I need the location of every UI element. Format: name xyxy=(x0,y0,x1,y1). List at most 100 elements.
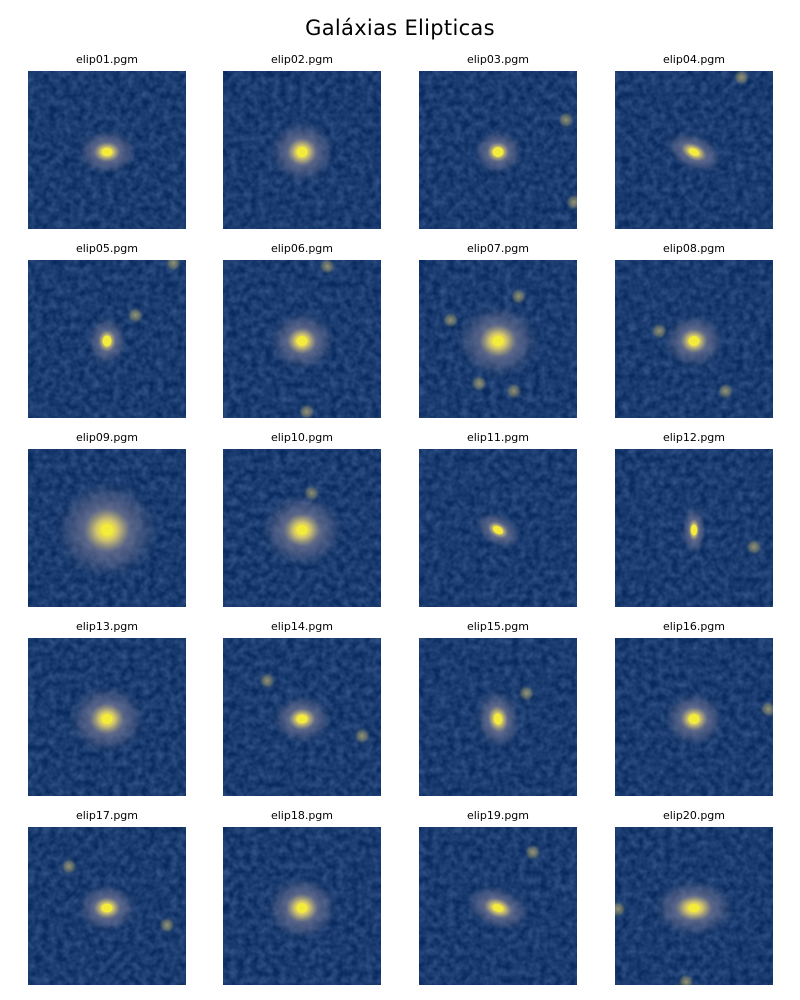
panel-title: elip15.pgm xyxy=(466,620,530,633)
image-panel: elip19.pgm xyxy=(419,809,577,985)
panel-title: elip08.pgm xyxy=(662,242,726,255)
galaxy-image xyxy=(615,71,773,229)
galaxy-core xyxy=(101,714,113,724)
galaxy-image xyxy=(419,260,577,418)
galaxy-core xyxy=(688,336,700,346)
galaxy-core xyxy=(296,903,308,913)
image-panel: elip15.pgm xyxy=(419,620,577,796)
field-source xyxy=(615,900,628,919)
panel-title: elip09.pgm xyxy=(75,431,139,444)
field-source xyxy=(732,71,751,87)
field-source xyxy=(470,374,489,393)
image-panel: elip10.pgm xyxy=(223,431,381,607)
galaxy-core xyxy=(688,904,700,912)
panel-title: elip20.pgm xyxy=(662,809,726,822)
field-source xyxy=(318,260,337,276)
panel-title: elip12.pgm xyxy=(662,431,726,444)
galaxy-core xyxy=(101,524,113,536)
image-panel: elip16.pgm xyxy=(615,620,773,796)
field-source xyxy=(126,306,145,325)
image-panel: elip01.pgm xyxy=(28,53,186,229)
image-panel: elip09.pgm xyxy=(28,431,186,607)
galaxy-image xyxy=(223,260,381,418)
panel-title: elip03.pgm xyxy=(466,53,530,66)
field-source xyxy=(60,857,79,876)
image-panel: elip11.pgm xyxy=(419,431,577,607)
galaxy-image xyxy=(419,71,577,229)
field-source xyxy=(509,287,528,306)
galaxy-core xyxy=(101,147,113,157)
galaxy-core xyxy=(101,903,113,913)
galaxy-core xyxy=(296,714,308,724)
panel-title: elip05.pgm xyxy=(75,242,139,255)
image-panel: elip05.pgm xyxy=(28,242,186,418)
panel-title: elip04.pgm xyxy=(662,53,726,66)
galaxy-image xyxy=(223,638,381,796)
field-source xyxy=(523,843,542,862)
field-source xyxy=(441,311,460,330)
field-source xyxy=(353,726,372,745)
panel-title: elip14.pgm xyxy=(270,620,334,633)
field-source xyxy=(517,684,536,703)
panel-title: elip13.pgm xyxy=(75,620,139,633)
galaxy-image xyxy=(419,638,577,796)
panel-title: elip10.pgm xyxy=(270,431,334,444)
galaxy-image xyxy=(28,827,186,985)
galaxy-core xyxy=(688,714,700,724)
galaxy-image xyxy=(223,827,381,985)
field-source xyxy=(716,382,735,401)
panel-title: elip06.pgm xyxy=(270,242,334,255)
galaxy-image xyxy=(615,449,773,607)
field-source xyxy=(564,193,577,212)
galaxy-core xyxy=(492,904,504,912)
galaxy-image xyxy=(615,260,773,418)
panel-title: elip16.pgm xyxy=(662,620,726,633)
field-source xyxy=(158,915,177,934)
panel-title: elip17.pgm xyxy=(75,809,139,822)
field-source xyxy=(677,972,696,985)
image-panel: elip17.pgm xyxy=(28,809,186,985)
figure-title: Galáxias Elipticas xyxy=(305,16,495,40)
image-panel: elip03.pgm xyxy=(419,53,577,229)
galaxy-image xyxy=(223,449,381,607)
image-panel: elip06.pgm xyxy=(223,242,381,418)
panel-title: elip11.pgm xyxy=(466,431,530,444)
galaxy-image xyxy=(28,449,186,607)
galaxy-core xyxy=(688,148,700,156)
galaxy-core xyxy=(296,336,308,346)
image-panel: elip18.pgm xyxy=(223,809,381,985)
galaxy-image xyxy=(615,827,773,985)
galaxy-core xyxy=(492,336,504,346)
galaxy-image xyxy=(419,827,577,985)
image-panel: elip13.pgm xyxy=(28,620,186,796)
galaxy-image xyxy=(28,71,186,229)
galaxy-core xyxy=(492,147,504,157)
panel-title: elip07.pgm xyxy=(466,242,530,255)
image-panel: elip14.pgm xyxy=(223,620,381,796)
field-source xyxy=(164,260,183,273)
galaxy-core xyxy=(296,525,308,535)
galaxy-image xyxy=(223,71,381,229)
galaxy-image xyxy=(28,638,186,796)
field-source xyxy=(556,110,575,129)
field-source xyxy=(258,671,277,690)
image-panel: elip02.pgm xyxy=(223,53,381,229)
galaxy-core xyxy=(492,525,504,535)
galaxy-image xyxy=(419,449,577,607)
field-source xyxy=(759,700,773,719)
galaxy-core xyxy=(296,146,308,158)
image-panel: elip08.pgm xyxy=(615,242,773,418)
panel-title: elip01.pgm xyxy=(75,53,139,66)
panel-title: elip18.pgm xyxy=(270,809,334,822)
galaxy-image xyxy=(615,638,773,796)
galaxy-core xyxy=(690,524,698,536)
image-panel: elip20.pgm xyxy=(615,809,773,985)
panel-title: elip19.pgm xyxy=(466,809,530,822)
image-panel: elip12.pgm xyxy=(615,431,773,607)
field-source xyxy=(745,537,764,556)
galaxy-image xyxy=(28,260,186,418)
galaxy-core xyxy=(102,335,112,347)
image-panel: elip07.pgm xyxy=(419,242,577,418)
field-source xyxy=(297,402,316,418)
image-panel: elip04.pgm xyxy=(615,53,773,229)
